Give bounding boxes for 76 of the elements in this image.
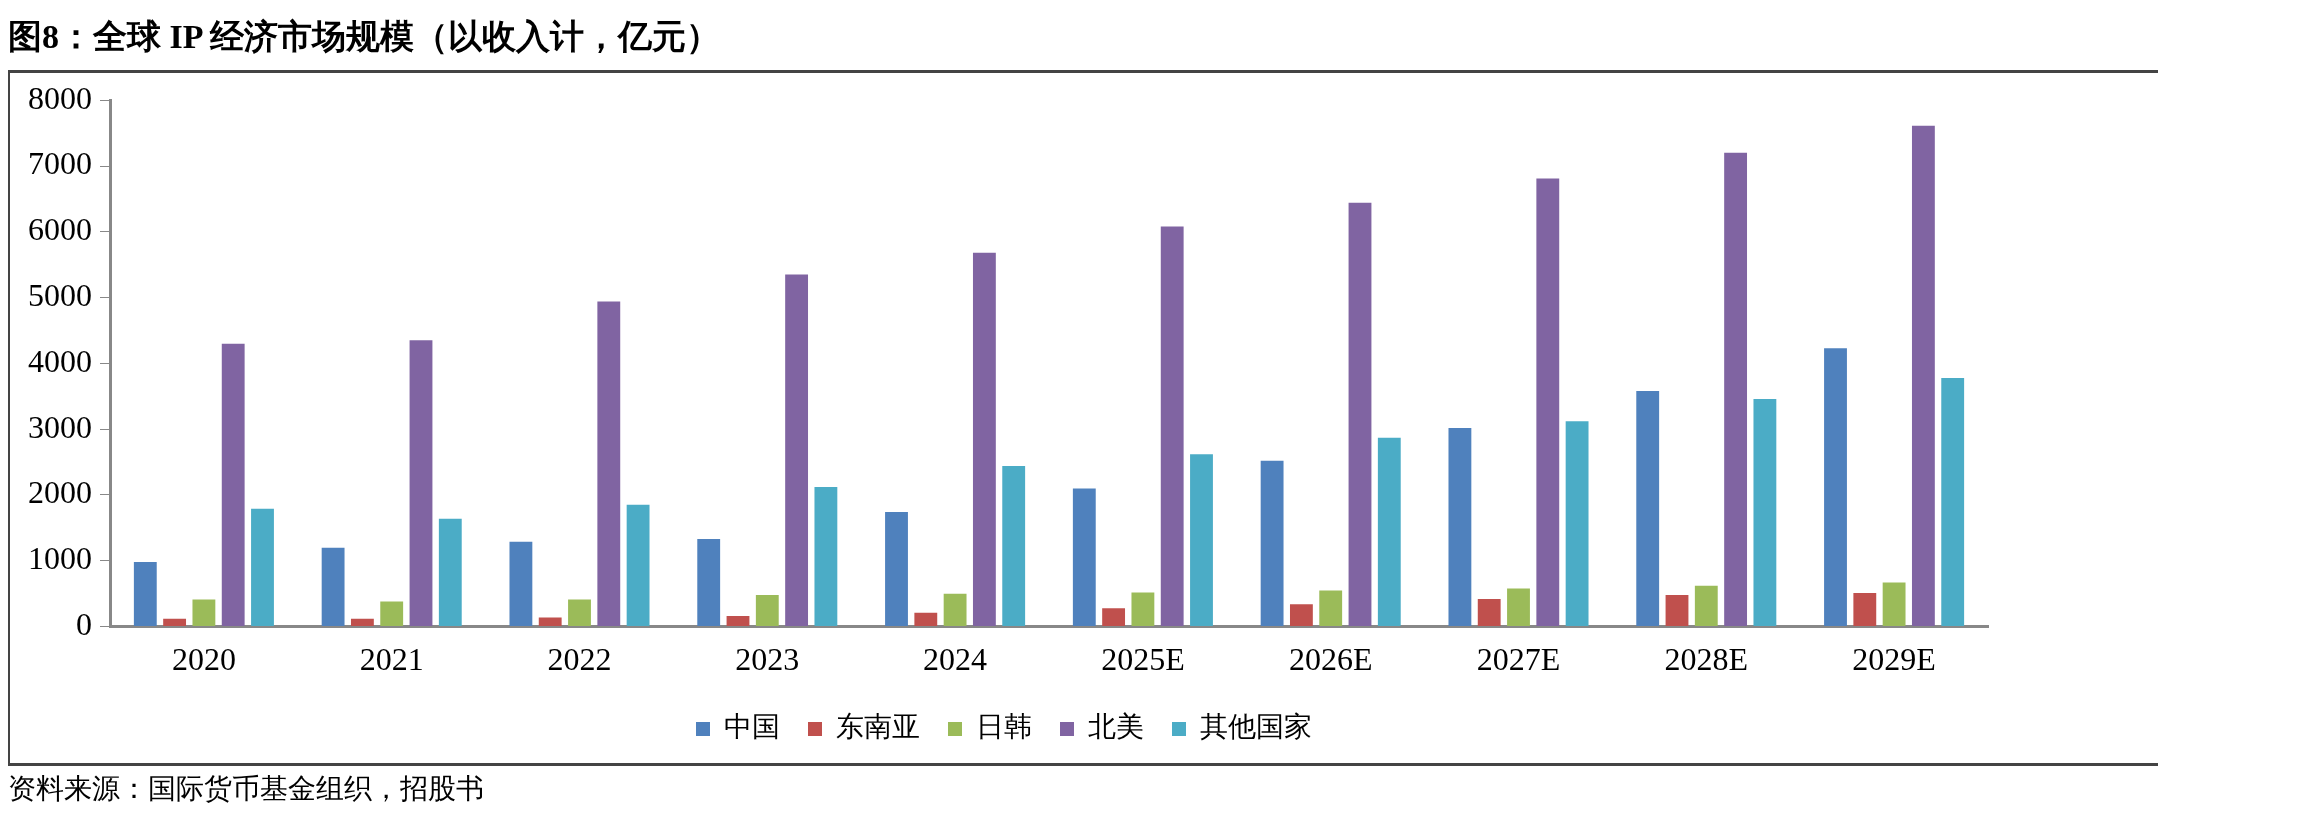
bar: [1102, 608, 1126, 627]
bar: [409, 340, 433, 627]
bar: [1724, 152, 1748, 627]
bar: [1665, 595, 1689, 627]
bar: [1536, 178, 1560, 627]
bar: [1160, 226, 1184, 627]
bar: [1636, 391, 1660, 627]
bar: [943, 593, 967, 627]
bar: [1072, 488, 1096, 627]
bar: [221, 343, 245, 627]
bar: [1131, 592, 1155, 627]
bar: [251, 508, 274, 627]
legend-label: 日韩: [976, 711, 1032, 743]
legend-label: 其他国家: [1200, 711, 1312, 743]
bar: [755, 595, 779, 627]
bar: [1911, 125, 1935, 627]
y-tick-label: 4000: [28, 342, 92, 379]
bar: [1507, 588, 1530, 627]
bar: [321, 547, 345, 627]
y-tick-label: 0: [76, 606, 92, 643]
y-tick-label: 5000: [28, 277, 92, 314]
bar: [1377, 437, 1401, 627]
x-tick-label: 2020: [171, 641, 236, 678]
bar: [1753, 398, 1777, 627]
x-tick-label: 2027E: [1476, 641, 1561, 678]
bar: [538, 617, 562, 627]
y-tick-label: 8000: [28, 79, 92, 116]
bar: [1824, 348, 1847, 627]
bar: [785, 274, 809, 627]
bar: [726, 616, 750, 627]
bar: [814, 487, 838, 627]
bar: [885, 512, 908, 627]
x-tick-label: 2028E: [1664, 641, 1749, 678]
bar: [509, 541, 533, 627]
bar: [192, 599, 216, 627]
bar: [1002, 466, 1026, 627]
bar: [163, 618, 187, 627]
bar: [133, 562, 157, 627]
y-tick-label: 7000: [28, 145, 92, 182]
bar: [972, 252, 996, 627]
bar: [1565, 421, 1589, 627]
chart-title: 图8：全球 IP 经济市场规模（以收入计，亿元）: [8, 17, 722, 57]
legend-label: 北美: [1088, 711, 1144, 743]
bar: [380, 601, 404, 627]
bar: [1694, 585, 1718, 627]
bar: [568, 599, 591, 627]
bar: [1853, 593, 1877, 627]
bar: [350, 618, 374, 627]
bar: [1348, 202, 1372, 627]
bar: [1319, 590, 1343, 627]
x-tick-label: 2023: [735, 641, 800, 678]
x-tick-label: 2024: [923, 641, 988, 678]
bar: [697, 539, 721, 627]
y-tick-label: 2000: [28, 474, 92, 511]
y-tick-label: 6000: [28, 211, 92, 248]
x-tick-label: 2026E: [1288, 641, 1373, 678]
bar: [626, 504, 650, 627]
bar: [597, 301, 621, 627]
x-tick-label: 2021: [359, 641, 424, 678]
bar: [1260, 460, 1284, 627]
bar: [1941, 377, 1965, 627]
legend-label: 东南亚: [836, 711, 920, 743]
bar: [1190, 454, 1213, 627]
bar: [1289, 604, 1313, 627]
bar: [438, 518, 462, 627]
y-tick-label: 3000: [28, 408, 92, 445]
x-tick-label: 2025E: [1101, 641, 1185, 678]
y-tick-label: 1000: [28, 540, 92, 577]
x-tick-label: 2022: [547, 641, 612, 678]
bar: [1448, 427, 1472, 627]
x-tick-label: 2029E: [1852, 641, 1936, 678]
bar: [1477, 598, 1501, 627]
legend-label: 中国: [724, 711, 780, 743]
text: 资料来源：国际货币基金组织，招股书: [8, 772, 485, 806]
bar: [914, 612, 938, 627]
bar: [1882, 582, 1906, 627]
